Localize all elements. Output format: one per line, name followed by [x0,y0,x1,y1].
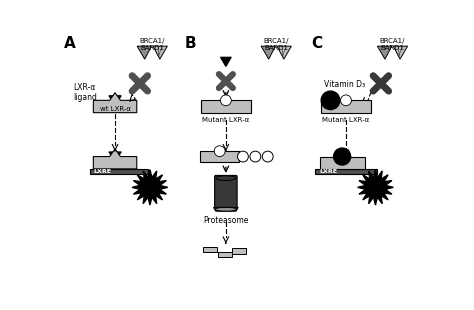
Text: wt LXR-α: wt LXR-α [100,106,130,112]
Polygon shape [393,46,408,59]
Polygon shape [93,149,137,169]
Text: Ubq: Ubq [250,154,260,159]
Text: A: A [64,36,76,51]
Circle shape [237,151,248,162]
Text: B: B [185,36,196,51]
Polygon shape [377,46,392,59]
Polygon shape [213,207,238,211]
Polygon shape [93,93,137,113]
Bar [232,248,246,254]
Ellipse shape [216,176,236,180]
Text: Ubq: Ubq [263,154,273,159]
Text: Proteasome: Proteasome [203,216,248,225]
Ellipse shape [215,207,237,211]
Polygon shape [277,46,292,59]
Polygon shape [153,46,167,59]
Text: BRCA1/
BARD1: BRCA1/ BARD1 [264,38,289,51]
Text: Vitamin D₃: Vitamin D₃ [324,80,365,90]
Bar [321,100,371,113]
Polygon shape [109,96,121,105]
Bar [201,100,251,113]
Polygon shape [357,170,393,205]
Text: LXRE: LXRE [94,169,112,174]
Text: Mutant LXR-α: Mutant LXR-α [322,117,370,122]
Circle shape [321,91,340,109]
Circle shape [334,148,351,165]
Circle shape [262,151,273,162]
Polygon shape [109,152,121,161]
Text: Target gene
expression: Target gene expression [128,180,172,193]
Text: LXR-α
ligand: LXR-α ligand [73,83,97,102]
Bar [218,252,232,257]
Bar [201,151,239,162]
Polygon shape [220,57,231,66]
Circle shape [220,95,231,106]
Text: C: C [311,36,322,51]
FancyBboxPatch shape [215,175,237,209]
Circle shape [337,151,347,162]
Text: Mutant LXR-α: Mutant LXR-α [202,117,249,122]
Text: Ubq: Ubq [238,154,248,159]
Bar [315,169,377,174]
Text: BRCA1/
BARD1: BRCA1/ BARD1 [139,38,165,51]
Polygon shape [132,170,168,205]
Text: LXRE: LXRE [319,169,337,174]
Bar [319,157,365,169]
Text: BRCA1/
BARD1: BRCA1/ BARD1 [380,38,405,51]
Bar [202,247,217,252]
Circle shape [214,146,225,157]
Circle shape [341,95,351,106]
Polygon shape [261,46,275,59]
Text: Target gene
expression: Target gene expression [353,180,398,193]
Polygon shape [137,46,152,59]
Bar [90,169,148,174]
Circle shape [250,151,261,162]
